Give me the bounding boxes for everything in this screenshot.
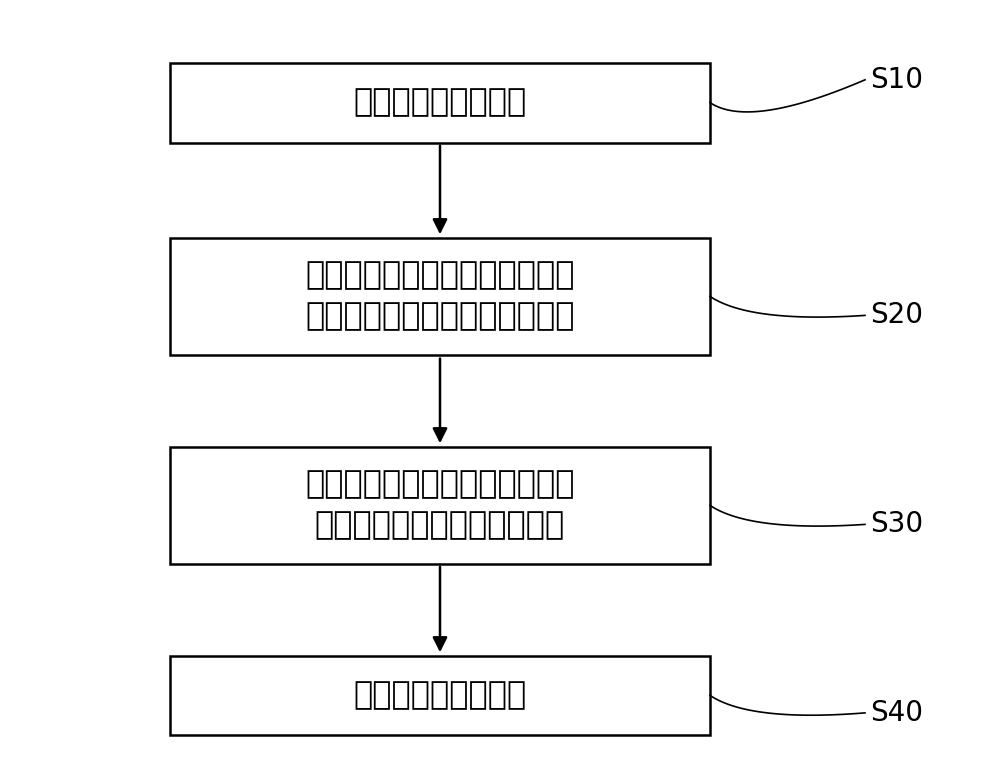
Text: S20: S20 xyxy=(870,302,923,329)
Bar xyxy=(170,447,710,564)
Text: S30: S30 xyxy=(870,511,923,538)
Text: 对泵头体初始模型的运行工况进
行仿真分析，得出仿真分析结果: 对泵头体初始模型的运行工况进 行仿真分析，得出仿真分析结果 xyxy=(305,261,575,332)
Text: 得到泵头体设计模型: 得到泵头体设计模型 xyxy=(353,680,527,711)
Text: S10: S10 xyxy=(870,66,923,93)
Text: S40: S40 xyxy=(870,699,923,727)
Text: 根据仿真分析结果，修改泵头体
初始模型，直至满足预设条件: 根据仿真分析结果，修改泵头体 初始模型，直至满足预设条件 xyxy=(305,470,575,541)
Bar xyxy=(170,655,710,736)
Bar xyxy=(170,63,710,143)
Bar xyxy=(170,237,710,356)
Text: 构建泵头体初始模型: 构建泵头体初始模型 xyxy=(353,87,527,118)
